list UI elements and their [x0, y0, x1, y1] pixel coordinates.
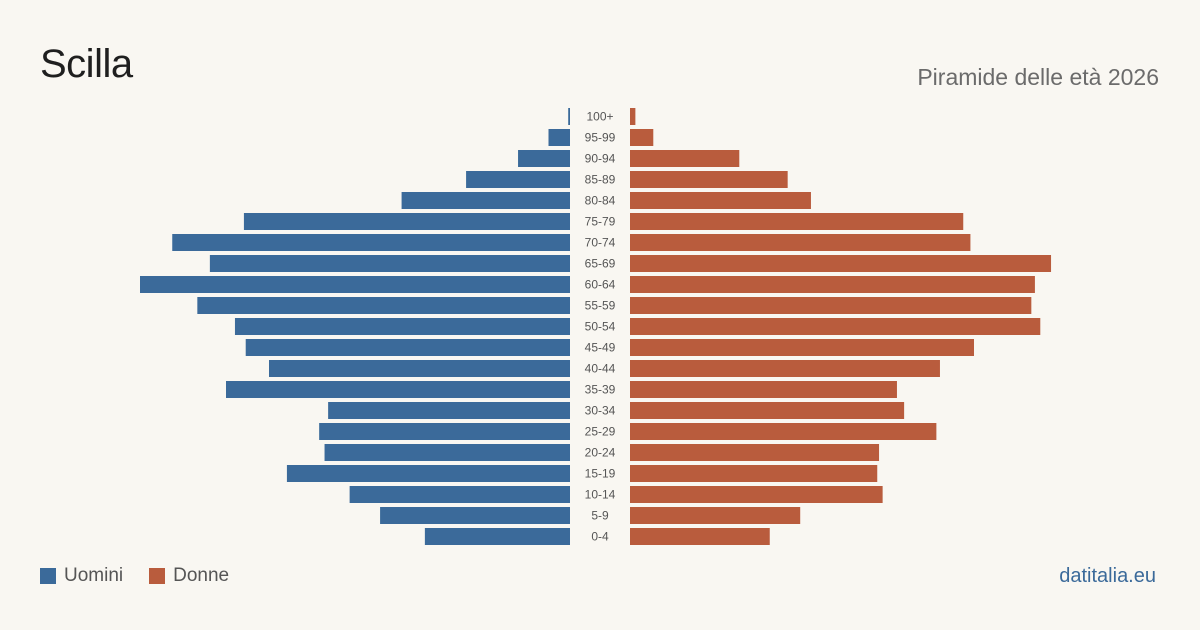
age-label-95-99: 95-99 — [585, 131, 616, 145]
age-label-0-4: 0-4 — [591, 530, 609, 544]
bar-women-40-44 — [630, 360, 940, 377]
bar-women-0-4 — [630, 528, 770, 545]
bar-men-0-4 — [424, 528, 570, 545]
age-label-50-54: 50-54 — [585, 320, 616, 334]
age-label-5-9: 5-9 — [591, 509, 609, 523]
bar-men-25-29 — [319, 423, 570, 440]
age-label-60-64: 60-64 — [585, 278, 616, 292]
bar-men-85-89 — [466, 171, 570, 188]
bar-women-50-54 — [630, 318, 1041, 335]
source-link[interactable]: datitalia.eu — [1059, 565, 1156, 587]
bar-women-75-79 — [630, 213, 964, 230]
legend-item-men: Uomini — [40, 565, 123, 587]
legend-swatch-women — [149, 568, 166, 584]
bar-women-90-94 — [630, 150, 740, 167]
age-label-30-34: 30-34 — [585, 404, 616, 418]
bar-women-35-39 — [630, 381, 897, 398]
bar-women-10-14 — [630, 486, 883, 503]
bar-men-95-99 — [548, 129, 570, 146]
bar-women-20-24 — [630, 444, 880, 461]
bar-women-60-64 — [630, 276, 1035, 293]
bar-men-75-79 — [243, 213, 570, 230]
bar-women-25-29 — [630, 423, 937, 440]
bar-men-30-34 — [328, 402, 570, 419]
age-label-65-69: 65-69 — [585, 257, 616, 271]
age-label-25-29: 25-29 — [585, 425, 616, 439]
bar-men-5-9 — [380, 507, 570, 524]
bar-women-45-49 — [630, 339, 974, 356]
bar-men-80-84 — [401, 192, 570, 209]
bar-women-5-9 — [630, 507, 801, 524]
bar-women-30-34 — [630, 402, 905, 419]
age-label-10-14: 10-14 — [585, 488, 616, 502]
bar-women-85-89 — [630, 171, 788, 188]
bar-women-55-59 — [630, 297, 1032, 314]
bar-men-20-24 — [324, 444, 570, 461]
legend-swatch-men — [40, 568, 56, 584]
age-label-90-94: 90-94 — [585, 152, 616, 166]
age-label-75-79: 75-79 — [585, 215, 616, 229]
page-title: Scilla — [40, 42, 133, 86]
age-label-20-24: 20-24 — [585, 446, 616, 460]
age-label-15-19: 15-19 — [585, 467, 616, 481]
bar-men-45-49 — [245, 339, 571, 356]
chart-legend: Uomini Donne — [40, 565, 255, 587]
bar-men-50-54 — [234, 318, 571, 335]
age-label-40-44: 40-44 — [585, 362, 616, 376]
legend-label-men: Uomini — [64, 565, 124, 586]
age-label-80-84: 80-84 — [585, 194, 616, 208]
age-label-35-39: 35-39 — [585, 383, 616, 397]
bar-men-35-39 — [226, 381, 570, 398]
legend-label-women: Donne — [173, 565, 230, 586]
age-label-55-59: 55-59 — [585, 299, 616, 313]
bar-women-15-19 — [630, 465, 878, 482]
bar-women-70-74 — [630, 234, 971, 251]
bar-men-65-69 — [209, 255, 570, 272]
bar-men-15-19 — [286, 465, 570, 482]
bar-women-65-69 — [630, 255, 1052, 272]
bar-men-10-14 — [349, 486, 570, 503]
age-label-85-89: 85-89 — [585, 173, 616, 187]
legend-item-women: Donne — [149, 565, 229, 587]
age-label-45-49: 45-49 — [585, 341, 616, 355]
bar-women-100+ — [630, 108, 636, 125]
chart-subtitle: Piramide delle età 2026 — [917, 64, 1159, 90]
bar-women-95-99 — [630, 129, 654, 146]
bar-men-60-64 — [140, 276, 570, 293]
bar-men-70-74 — [172, 234, 570, 251]
bar-men-100+ — [568, 108, 570, 125]
age-label-70-74: 70-74 — [585, 236, 616, 250]
bar-men-40-44 — [269, 360, 570, 377]
bar-men-55-59 — [197, 297, 571, 314]
bar-women-80-84 — [630, 192, 811, 209]
age-label-100+: 100+ — [586, 110, 613, 124]
bar-men-90-94 — [518, 150, 570, 167]
